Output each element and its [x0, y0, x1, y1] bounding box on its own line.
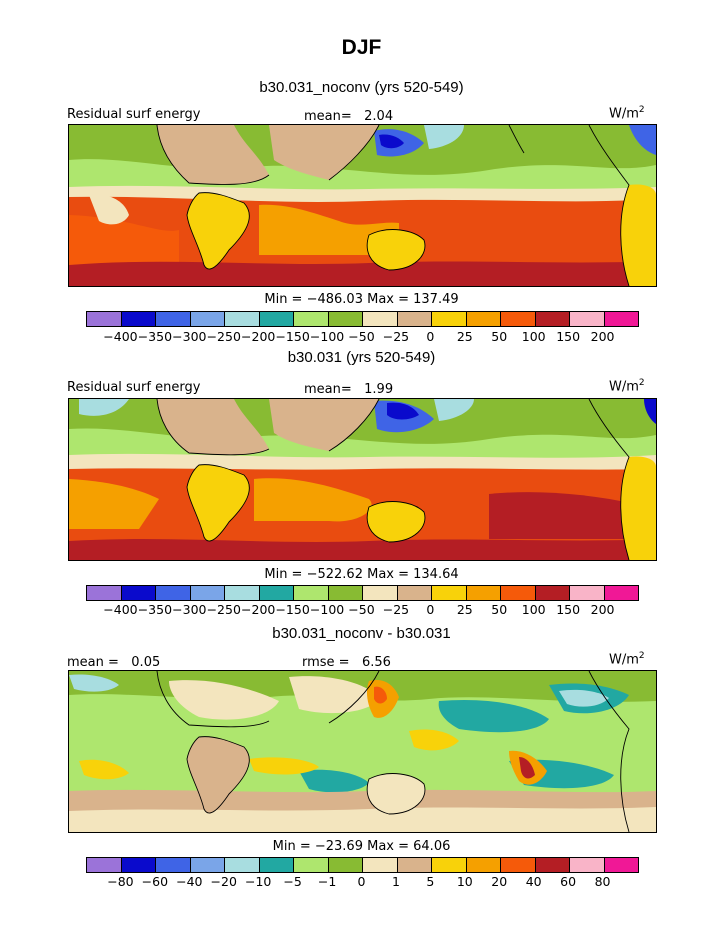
panel1-subtitle: b30.031_noconv (yrs 520-549)	[259, 79, 464, 96]
panel1-map	[68, 124, 657, 287]
colorbar-tick-label: −200	[241, 602, 276, 617]
panel3-subtitle: b30.031_noconv - b30.031	[272, 625, 451, 642]
page-title: DJF	[341, 36, 382, 59]
colorbar-tick-label: 50	[491, 329, 508, 344]
colorbar-tick-label: −60	[141, 874, 169, 889]
colorbar-tick-label: 60	[560, 874, 577, 889]
colorbar-tick-label: −5	[283, 874, 302, 889]
panel2-colorbar	[86, 585, 639, 601]
colorbar-tick-label: 50	[491, 602, 508, 617]
colorbar-tick-label: −400	[103, 602, 138, 617]
colorbar-tick-label: −400	[103, 329, 138, 344]
colorbar-tick-label: 0	[357, 874, 366, 889]
colorbar-tick-label: −50	[348, 602, 375, 617]
colorbar-tick-label: −300	[172, 602, 207, 617]
panel2-unit-label: W/m2	[609, 378, 645, 395]
colorbar-tick-label: 200	[590, 602, 615, 617]
panel2-minmax: Min = −522.62 Max = 134.64	[264, 567, 459, 582]
colorbar-tick-label: 10	[456, 874, 473, 889]
panel1-colorbar	[86, 311, 639, 327]
colorbar-tick-label: 0	[426, 329, 435, 344]
colorbar-tick-label: −25	[382, 602, 410, 617]
panel3-unit-label: W/m2	[609, 651, 645, 668]
panel2-subtitle: b30.031 (yrs 520-549)	[287, 349, 436, 366]
panel1-mean-label: mean= 2.04	[304, 109, 394, 124]
colorbar-tick-label: −150	[275, 329, 310, 344]
panel3-colorbar-ticks: −80 −60 −40 −20 −10 −5 −1 0 1 5 10 20 40 60 80	[0, 874, 723, 892]
colorbar-tick-label: 80	[594, 874, 611, 889]
panel3-colorbar	[86, 857, 639, 873]
panel1-minmax: Min = −486.03 Max = 137.49	[264, 292, 459, 307]
panel1-left-label: Residual surf energy	[67, 107, 201, 122]
colorbar-tick-label: 0	[426, 602, 435, 617]
panel3-rmse-label: rmse = 6.56	[302, 655, 391, 670]
colorbar-tick-label: 100	[521, 602, 546, 617]
colorbar-tick-label: 5	[426, 874, 435, 889]
colorbar-tick-label: −10	[244, 874, 272, 889]
colorbar-tick-label: −50	[348, 329, 375, 344]
colorbar-tick-label: −300	[172, 329, 207, 344]
colorbar-tick-label: −250	[206, 602, 241, 617]
panel3-mean-label: mean = 0.05	[67, 655, 161, 670]
colorbar-tick-label: −25	[382, 329, 410, 344]
panel3-minmax: Min = −23.69 Max = 64.06	[272, 839, 451, 854]
colorbar-tick-label: −100	[309, 602, 345, 617]
colorbar-tick-label: −200	[241, 329, 276, 344]
colorbar-tick-label: −150	[275, 602, 310, 617]
colorbar-tick-label: −250	[206, 329, 241, 344]
panel2-map	[68, 398, 657, 561]
colorbar-tick-label: −350	[137, 602, 173, 617]
panel2-colorbar-ticks: −400 −350 −300 −250 −200 −150 −100 −50 −25 0 25 50 1…	[0, 602, 723, 620]
panel2-mean-label: mean= 1.99	[304, 382, 394, 397]
colorbar-tick-label: 25	[456, 602, 473, 617]
panel3-map	[68, 670, 657, 833]
panel1-colorbar-ticks: −400 −350 −300 −250 −200 −150 −100 −50 −25 0 25 50 1…	[0, 329, 723, 347]
colorbar-tick-label: 20	[491, 874, 508, 889]
colorbar-tick-label: −20	[210, 874, 237, 889]
colorbar-tick-label: −40	[176, 874, 203, 889]
colorbar-tick-label: 150	[556, 602, 581, 617]
colorbar-tick-label: −100	[309, 329, 345, 344]
colorbar-tick-label: 25	[456, 329, 473, 344]
colorbar-tick-label: 1	[391, 874, 400, 889]
colorbar-tick-label: −1	[317, 874, 337, 889]
colorbar-tick-label: 200	[590, 329, 615, 344]
colorbar-tick-label: 150	[556, 329, 581, 344]
colorbar-tick-label: −80	[107, 874, 134, 889]
colorbar-tick-label: −350	[137, 329, 173, 344]
colorbar-tick-label: 40	[525, 874, 542, 889]
panel1-unit-label: W/m2	[609, 105, 645, 122]
colorbar-tick-label: 100	[521, 329, 546, 344]
panel2-left-label: Residual surf energy	[67, 380, 201, 395]
